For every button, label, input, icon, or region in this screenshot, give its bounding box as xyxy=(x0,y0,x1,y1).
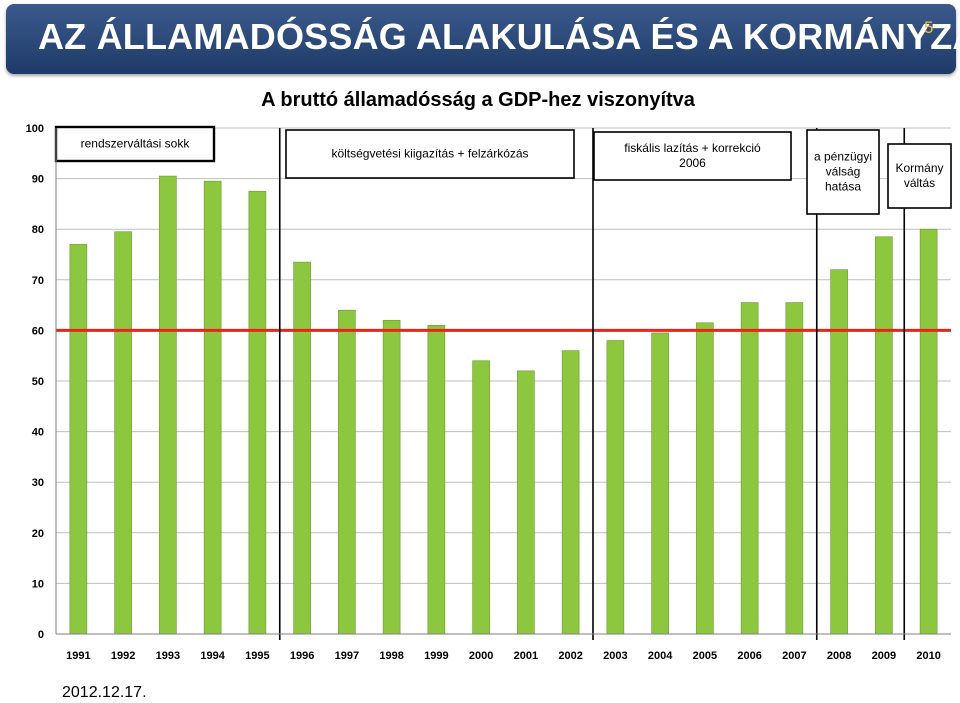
annotation-box xyxy=(806,129,880,215)
x-tick-label: 1999 xyxy=(424,650,448,662)
x-tick-label: 1992 xyxy=(111,650,135,662)
date-footer: 2012.12.17. xyxy=(62,684,147,701)
y-tick-label: 60 xyxy=(32,325,44,337)
y-tick-label: 10 xyxy=(32,578,44,590)
x-tick-label: 1995 xyxy=(245,650,269,662)
annotation-text: 2006 xyxy=(679,156,706,170)
chart-panel: A bruttó államadósság a GDP-hez viszonyí… xyxy=(8,78,955,676)
bar xyxy=(875,236,893,635)
bar xyxy=(606,340,625,635)
annotation-box xyxy=(887,143,952,209)
bar xyxy=(785,302,804,635)
bar xyxy=(248,190,267,635)
annotation-box xyxy=(285,129,575,179)
bar xyxy=(740,302,759,635)
bar xyxy=(696,322,714,635)
x-tick-label: 1993 xyxy=(156,650,180,662)
y-tick-label: 30 xyxy=(32,477,44,489)
bar xyxy=(338,309,356,635)
annotation-text: hatása xyxy=(825,180,861,194)
bar xyxy=(427,325,446,635)
bar xyxy=(561,350,580,635)
bar xyxy=(651,332,669,635)
x-tick-label: 2001 xyxy=(514,650,538,662)
x-tick-label: 2006 xyxy=(737,650,761,662)
annotation-text: váltás xyxy=(904,176,935,190)
y-tick-label: 70 xyxy=(32,275,44,287)
annotation-box xyxy=(54,125,216,163)
slide-title: AZ ÁLLAMADÓSSÁG ALAKULÁSA ÉS A KORMÁNYZÁ… xyxy=(38,16,960,57)
x-tick-label: 2004 xyxy=(648,650,673,662)
x-tick-label: 1996 xyxy=(290,650,314,662)
bar xyxy=(517,370,535,635)
x-tick-label: 2008 xyxy=(827,650,851,662)
y-tick-label: 40 xyxy=(32,427,44,439)
annotation-text: költségvetési kiigazítás + felzárkózás xyxy=(331,147,528,161)
annotation-text: fiskális lazítás + korrekció xyxy=(624,141,761,155)
x-tick-label: 2003 xyxy=(603,650,627,662)
x-tick-label: 2009 xyxy=(872,650,896,662)
debt-chart: A bruttó államadósság a GDP-hez viszonyí… xyxy=(26,89,952,662)
x-tick-label: 2007 xyxy=(782,650,806,662)
annotation-text: rendszerváltási sokk xyxy=(81,137,191,151)
bar xyxy=(114,231,132,635)
y-tick-label: 50 xyxy=(32,376,44,388)
chart-title: A bruttó államadósság a GDP-hez viszonyí… xyxy=(261,89,696,111)
bar xyxy=(830,269,848,635)
slide-number: 5 xyxy=(924,18,934,37)
x-tick-label: 1994 xyxy=(200,650,225,662)
y-tick-label: 20 xyxy=(32,528,44,540)
y-tick-label: 80 xyxy=(32,224,44,236)
title-bar: AZ ÁLLAMADÓSSÁG ALAKULÁSA ÉS A KORMÁNYZÁ… xyxy=(6,4,960,74)
annotation-text: Kormány xyxy=(895,161,943,175)
bar xyxy=(382,319,401,635)
bar xyxy=(159,175,177,635)
annotation-text: válság xyxy=(826,165,861,179)
y-tick-label: 0 xyxy=(38,629,44,641)
bar xyxy=(69,244,88,635)
annotation-text: a pénzügyi xyxy=(814,150,872,164)
x-tick-label: 1991 xyxy=(66,650,90,662)
x-tick-label: 1997 xyxy=(335,650,359,662)
bar xyxy=(293,261,311,635)
x-tick-label: 2005 xyxy=(693,650,717,662)
x-tick-label: 2002 xyxy=(558,650,582,662)
x-tick-label: 2000 xyxy=(469,650,493,662)
bar xyxy=(472,360,490,635)
annotation-box xyxy=(593,131,792,181)
y-tick-label: 100 xyxy=(26,123,44,135)
bar xyxy=(203,180,222,635)
y-tick-label: 90 xyxy=(32,174,44,186)
bar xyxy=(919,228,938,635)
x-tick-label: 2010 xyxy=(916,650,940,662)
x-tick-label: 1998 xyxy=(379,650,403,662)
